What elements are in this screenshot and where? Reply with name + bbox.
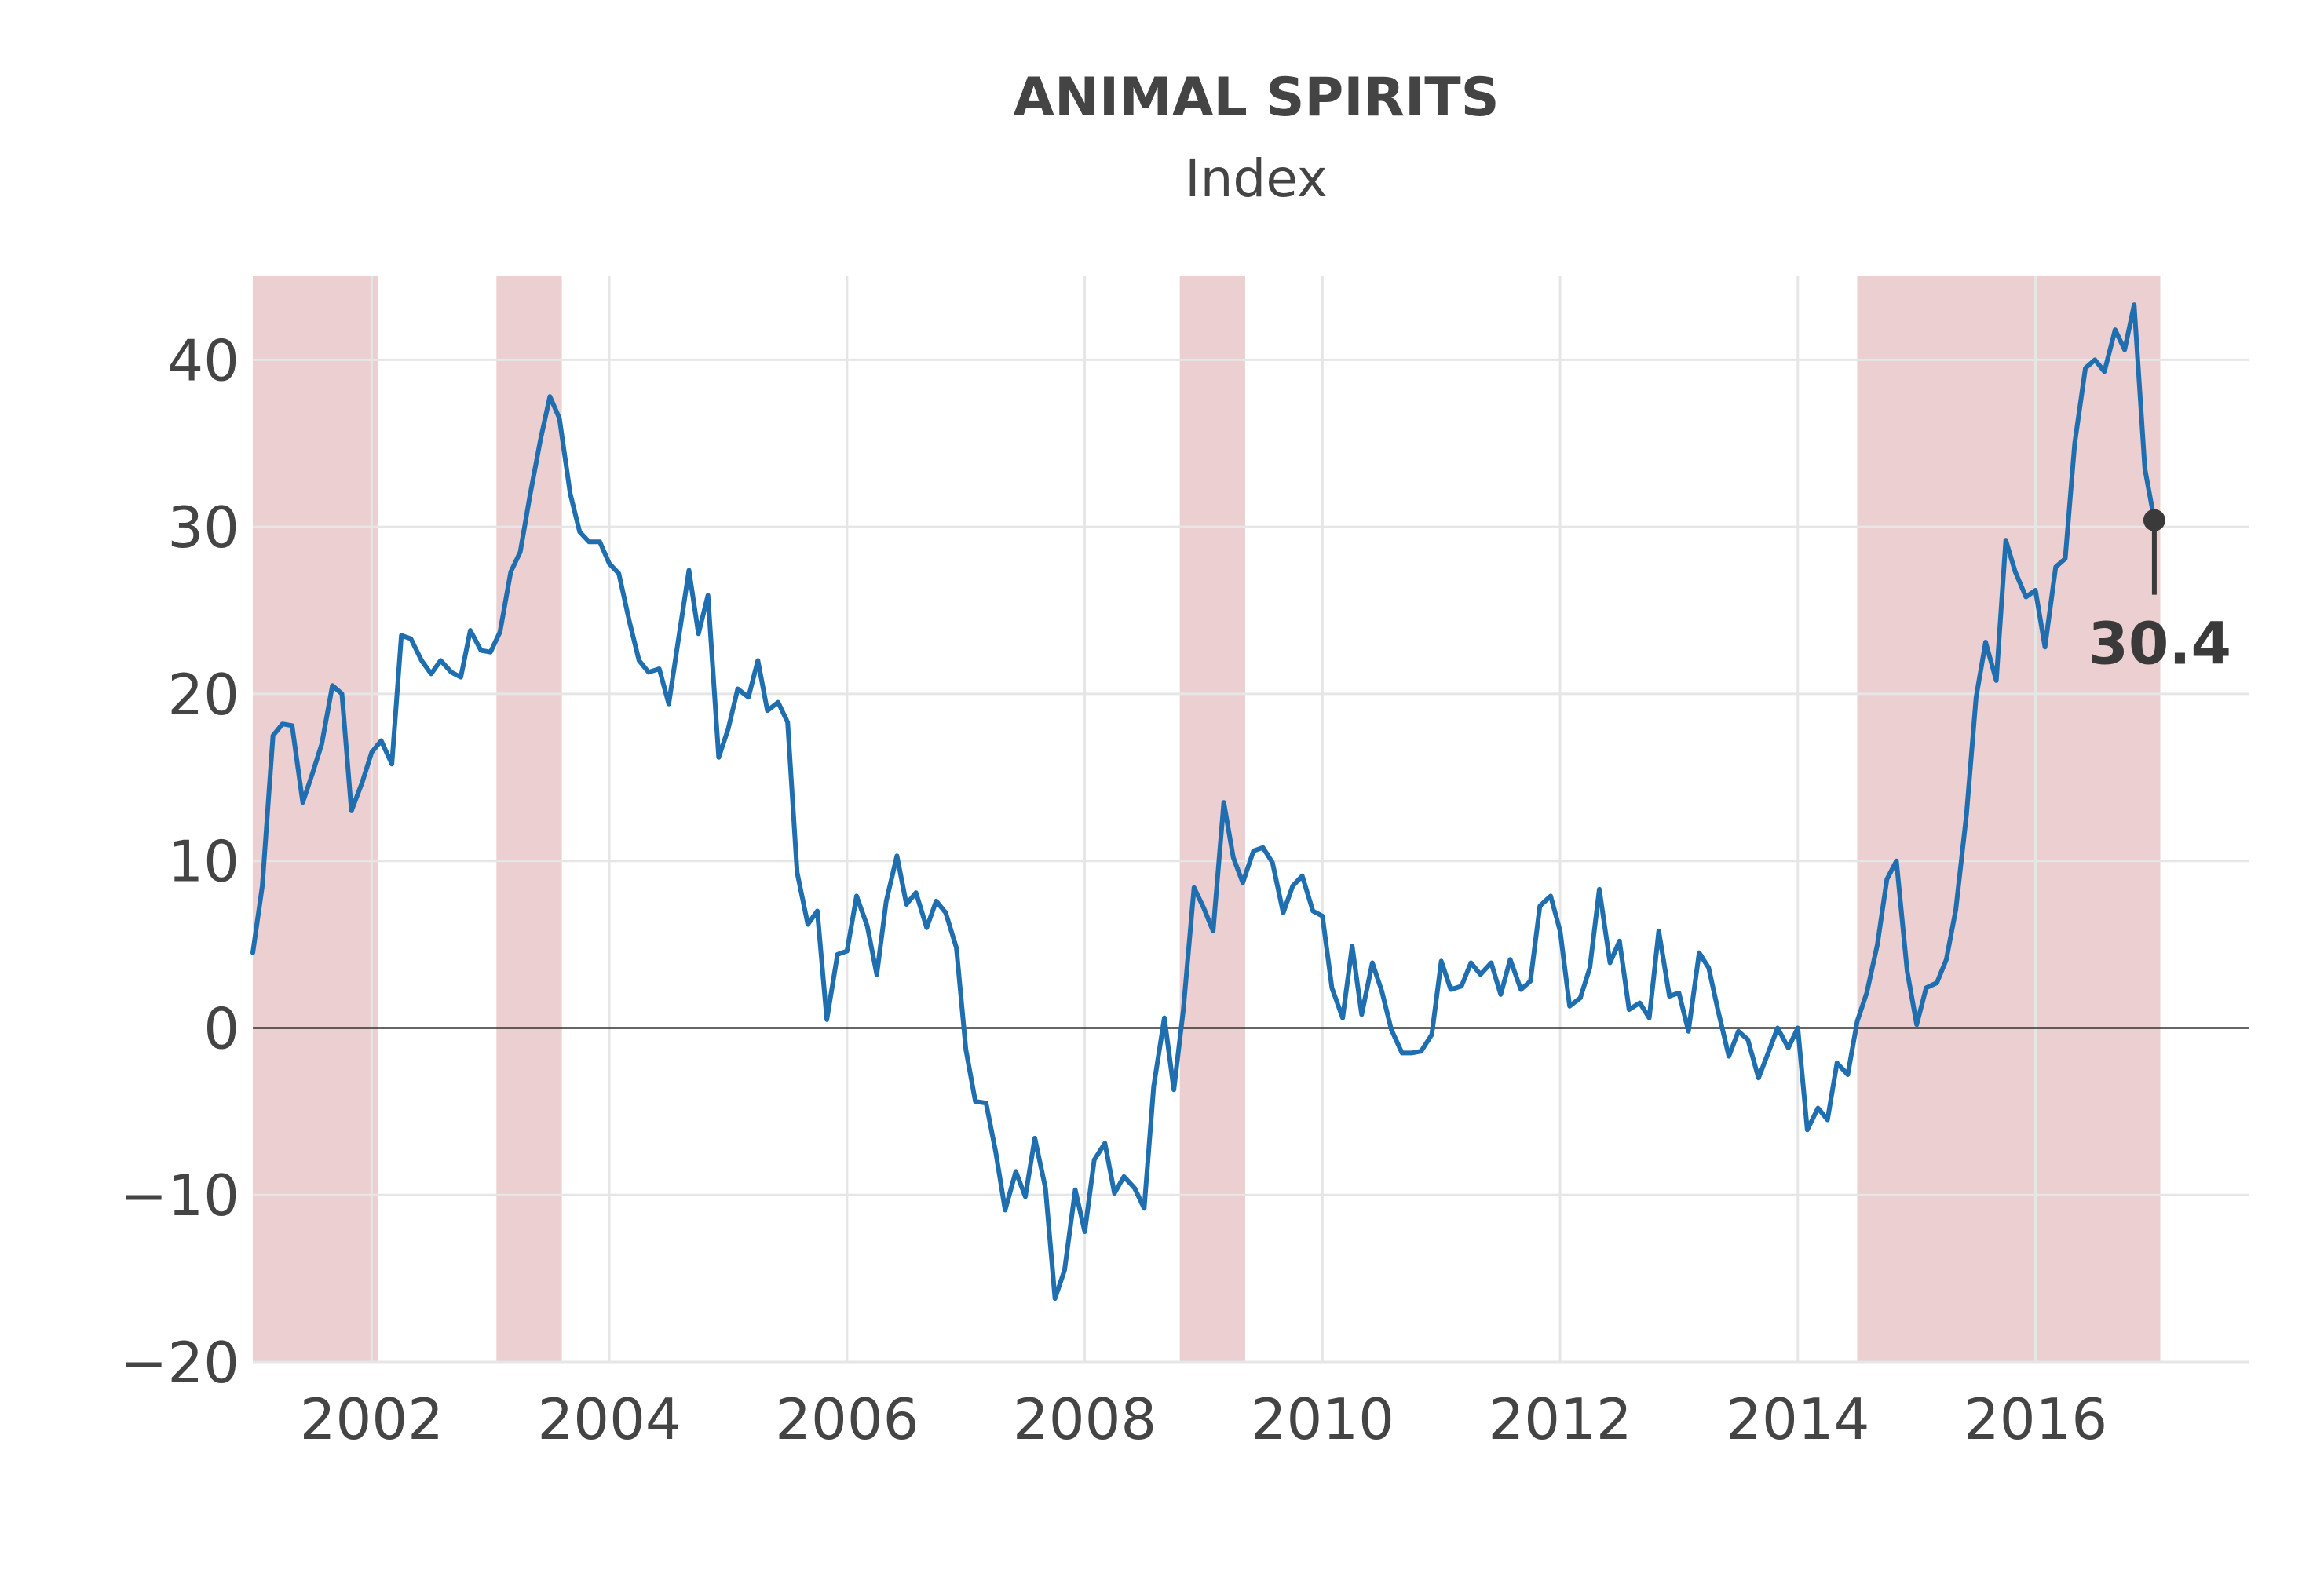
series-line-0 xyxy=(250,302,2157,1302)
y-tick-label: −20 xyxy=(120,1330,239,1396)
y-tick-label: −10 xyxy=(120,1163,239,1229)
y-tick-label: 30 xyxy=(167,495,239,560)
series-group xyxy=(250,302,2157,1302)
x-tick-label: 2014 xyxy=(1726,1386,1869,1452)
shaded-period-0 xyxy=(253,276,378,1362)
shaded-period-1 xyxy=(496,276,562,1362)
shaded-period-3 xyxy=(1857,276,2161,1362)
x-tick-label: 2004 xyxy=(537,1386,681,1452)
y-tick-label: 0 xyxy=(203,995,239,1061)
x-tick-label: 2008 xyxy=(1013,1386,1157,1452)
y-tick-label: 40 xyxy=(167,327,239,393)
y-tick-label: 10 xyxy=(167,829,239,895)
shaded-periods xyxy=(253,276,2161,1362)
y-tick-labels: −20 −10 0 10 20 30 40 xyxy=(120,327,239,1396)
chart-subtitle: Index xyxy=(1185,148,1328,209)
x-tick-label: 2002 xyxy=(300,1386,444,1452)
annotation-marker xyxy=(2143,509,2165,531)
x-tick-label: 2010 xyxy=(1251,1386,1394,1452)
shaded-period-2 xyxy=(1179,276,1245,1362)
x-tick-label: 2012 xyxy=(1488,1386,1632,1452)
chart-title: ANIMAL SPIRITS xyxy=(1013,67,1499,129)
grid-lines xyxy=(253,276,2249,1364)
y-tick-label: 20 xyxy=(167,662,239,728)
annotation-label: 30.4 xyxy=(2088,611,2231,678)
x-tick-label: 2006 xyxy=(775,1386,919,1452)
x-tick-label: 2016 xyxy=(1964,1386,2107,1452)
x-tick-labels: 2002 2004 2006 2008 2010 2012 2014 2016 xyxy=(300,1386,2107,1452)
last-value-annotation: 30.4 xyxy=(2088,509,2231,678)
